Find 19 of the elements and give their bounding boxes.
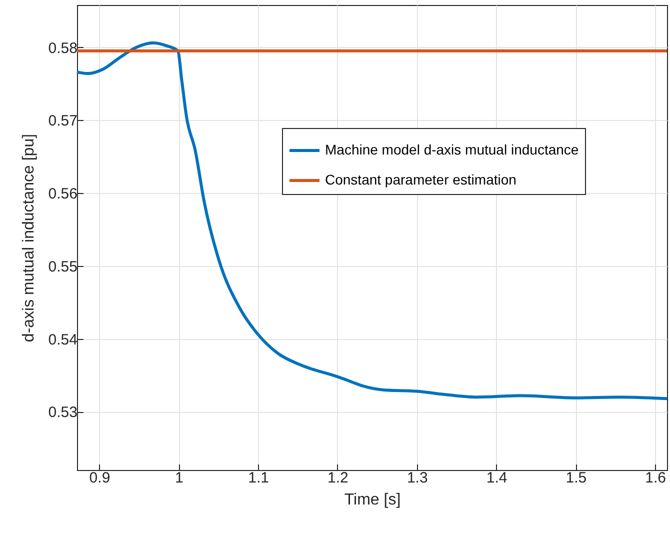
x-tick-label: 1.1 xyxy=(248,470,269,486)
x-axis-title: Time [s] xyxy=(344,492,401,508)
line-series xyxy=(76,41,668,400)
legend-label: Machine model d-axis mutual inductance xyxy=(325,142,579,158)
legend-label: Constant parameter estimation xyxy=(325,172,516,188)
x-tick-label: 1 xyxy=(174,470,184,486)
x-tick-label: 0.9 xyxy=(89,470,110,486)
y-tick-label: 0.53 xyxy=(48,404,78,422)
x-tick-label: 1.3 xyxy=(406,470,428,486)
y-tick-label: 0.57 xyxy=(48,112,78,130)
y-tick-label: 0.56 xyxy=(48,186,78,203)
y-tick-label: 0.58 xyxy=(48,40,78,57)
y-tick-label: 0.54 xyxy=(48,331,78,348)
x-tick-label: 1.5 xyxy=(566,470,587,486)
x-tick-label: 1.4 xyxy=(486,470,508,486)
y-tick-label: 0.55 xyxy=(48,258,78,276)
y-axis-title: d-axis mutual inductance [pu] xyxy=(20,134,38,342)
x-tick-label: 1.2 xyxy=(328,470,348,486)
x-tick-label: 1.6 xyxy=(645,470,666,486)
